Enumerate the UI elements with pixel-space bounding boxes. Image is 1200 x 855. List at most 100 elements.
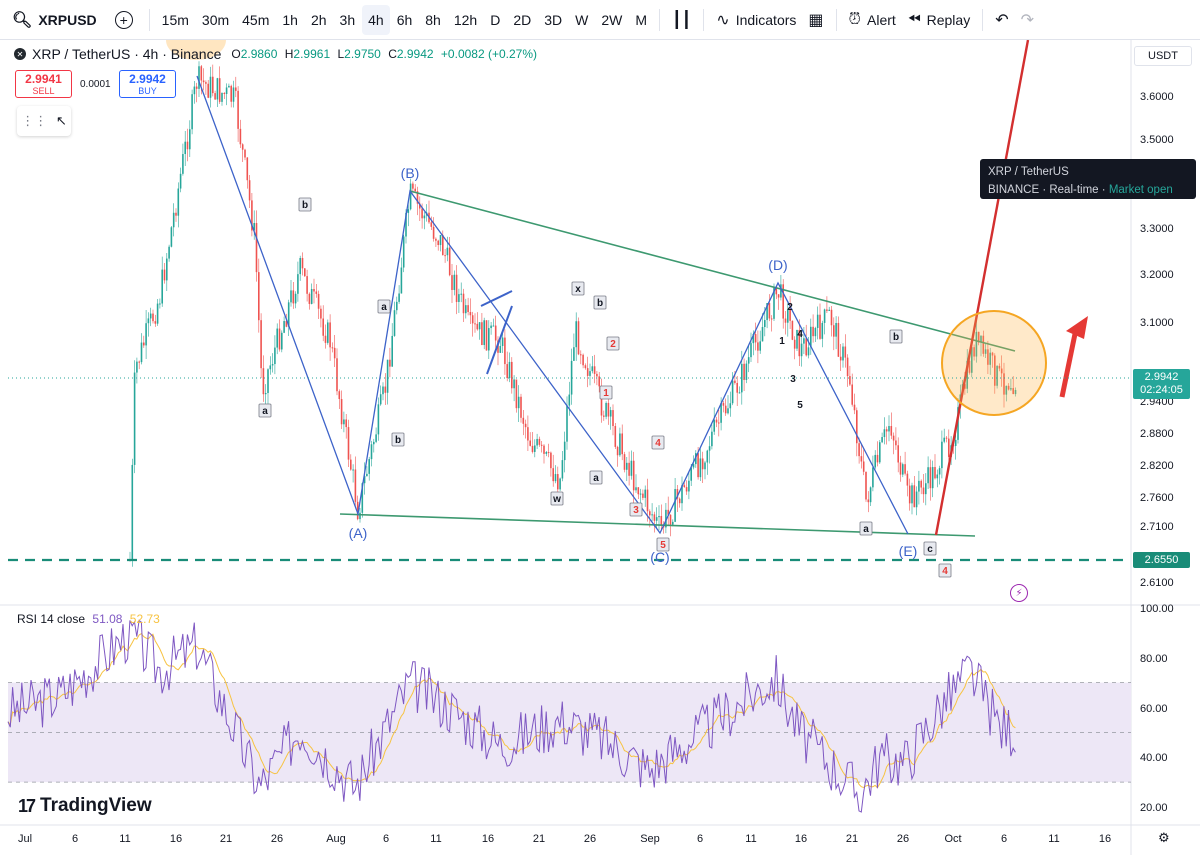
wave-small-line-2[interactable] [480,290,513,307]
candle-body [984,349,987,354]
rsi-pane[interactable]: 100.00 80.00 60.00 40.00 20.00 [7,603,1174,814]
time-tick: Jul [18,833,32,845]
candle-body [667,509,669,515]
price-tick: 2.8200 [1140,460,1174,472]
interval-45m[interactable]: 45m [242,11,270,28]
candle-body [320,308,322,319]
triangle-upper-line[interactable] [409,190,1016,352]
candle-body [842,346,844,361]
time-axis[interactable]: Jul 6 11 16 21 26 Aug 6 11 16 21 26 Sep 6 11 16 21 26 Oct 6… [0,824,1200,845]
wave-label-box: w [550,491,564,506]
interval-15m[interactable]: 15m [161,11,189,28]
candle-body [531,445,534,452]
interval-3d[interactable]: 3D [544,11,563,28]
replay-button[interactable]: ⏪︎ Replay [902,5,976,35]
candle-body [419,203,421,209]
candle-body [200,66,203,81]
currency-selector[interactable]: USDT [1134,46,1192,66]
candle-body [623,454,626,470]
alert-button[interactable]: ⏰︎ Alert [843,5,902,35]
cursor-icon[interactable]: ↖ [55,113,67,128]
undo-button[interactable]: ↶ [989,5,1014,35]
interval-d[interactable]: D [490,11,501,28]
price-tick: 2.7100 [1140,521,1174,533]
candle-body [451,275,453,290]
candle-body [172,212,175,228]
candle-body [255,223,258,273]
candle-body [550,452,552,469]
drag-handle-icon[interactable]: ⋮⋮ [21,113,48,128]
candle-body [996,365,998,386]
up-arrow[interactable] [1059,316,1088,398]
candle-body [639,493,642,495]
candle-body [393,310,396,336]
interval-3h[interactable]: 3h [339,11,356,28]
interval-w[interactable]: W [575,11,589,28]
candle-body [812,326,814,337]
interval-6h[interactable]: 6h [396,11,413,28]
candle-body [828,309,830,311]
candle-body [400,267,403,294]
interval-4h[interactable]: 4h [362,4,390,35]
candle-body [253,223,255,231]
candle-body [520,396,522,418]
buy-button[interactable]: 2.9942 BUY [119,70,176,98]
candle-body [957,407,959,440]
interval-2d[interactable]: 2D [513,11,532,28]
wave-label-minor: w [552,494,561,505]
interval-30m[interactable]: 30m [201,11,230,28]
candle-body [747,357,750,364]
candle-body [377,404,380,435]
search-icon: 🔍︎ [12,11,33,29]
rsi-line [7,619,1016,813]
undo-icon: ↶ [995,11,1009,29]
breakout-line[interactable] [934,40,1030,536]
highlight-circle[interactable] [941,310,1047,416]
interval-2h[interactable]: 2h [310,11,327,28]
candle-body [570,360,573,395]
candle-body [704,462,706,470]
interval-2w[interactable]: 2W [601,11,623,28]
candle-body [225,87,228,95]
candle-body [258,272,260,321]
candle-body [458,294,460,302]
settings-icon[interactable]: ⚙︎ [1158,830,1170,845]
interval-1h[interactable]: 1h [282,11,298,28]
candle-body [943,437,945,442]
candle-body [793,339,796,349]
layouts-button[interactable]: ▦ [802,5,829,35]
redo-button[interactable]: ↷ [1015,5,1040,35]
interval-m[interactable]: M [635,11,648,28]
indicators-button[interactable]: ∿ Indicators [710,5,802,35]
sell-button[interactable]: 2.9941 SELL [15,70,72,98]
candle-body [711,431,713,447]
candle-body [333,347,336,359]
lightning-icon[interactable]: ⚡︎ [1010,584,1028,602]
time-tick: 6 [1001,833,1007,845]
level-price-tag: 2.6550 [1133,552,1190,568]
candle-body [297,274,299,294]
candle-body [453,274,456,290]
alert-label: Alert [867,11,896,28]
interval-12h[interactable]: 12h [453,11,478,28]
candle-body [177,188,180,216]
buy-label: BUY [138,86,157,96]
chart-legend: ✕ XRP / TetherUS · 4h · Binance O2.9860 … [14,46,537,62]
chart-type-button[interactable]: ┃┃ [666,5,697,35]
candle-body [851,384,853,405]
time-tick: 16 [482,833,494,845]
candle-body [706,450,709,463]
candle-body [460,293,462,295]
candle-body [189,129,191,150]
compare-symbol-icon[interactable]: + [114,10,133,29]
candle-body [469,312,472,316]
wave-small-line[interactable] [486,305,513,375]
candle-body [370,444,373,460]
symbol-search[interactable]: 🔍︎ XRPUSD [0,0,109,40]
indicators-label: Indicators [735,11,797,28]
interval-8h[interactable]: 8h [425,11,441,28]
candle-body [839,356,842,361]
wave-path[interactable] [196,75,909,535]
toolbar-divider [659,8,661,31]
